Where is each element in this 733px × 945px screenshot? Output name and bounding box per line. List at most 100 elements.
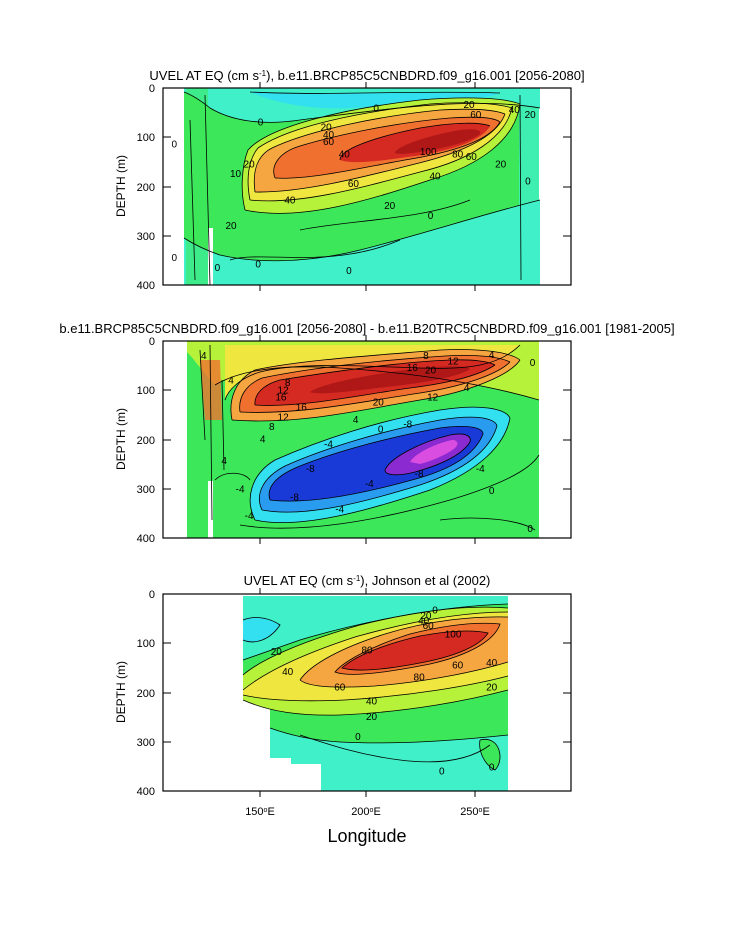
- contour-label: 0: [172, 140, 178, 151]
- y-axis-label: DEPTH (m): [114, 408, 128, 470]
- contour-label: 0: [355, 732, 361, 743]
- contour-label: 4: [201, 351, 207, 362]
- contour-label: 0: [489, 762, 495, 773]
- contour-label: 0: [378, 425, 384, 436]
- band-100-plus: [342, 631, 488, 671]
- xtick-label: 200oE: [351, 806, 381, 818]
- contour-label: 0: [525, 177, 531, 188]
- contour-label: 8: [269, 422, 275, 433]
- contour-label: 40: [323, 130, 335, 141]
- contour-label: 10: [230, 169, 242, 180]
- contour-label: 80: [414, 673, 426, 684]
- contour-label: 12: [448, 357, 460, 368]
- contour-label: 16: [296, 403, 308, 414]
- y-axis-label: DEPTH (m): [114, 661, 128, 723]
- contour-lines: [183, 91, 541, 285]
- contour-label: 20: [373, 398, 385, 409]
- contour-label: 12: [278, 385, 290, 396]
- contour-label: 4: [353, 415, 359, 426]
- xtick-label: 250oE: [460, 806, 490, 818]
- contour-label: 0: [346, 266, 352, 277]
- contour-label: 0: [172, 253, 178, 264]
- panel-difference: b.e11.BRCP85C5CNBDRD.f09_g16.001 [2056-2…: [59, 321, 674, 545]
- contour-label: 0: [489, 486, 495, 497]
- contour-label: 60: [348, 179, 360, 190]
- contour-label: 20: [225, 221, 237, 232]
- band-neg-west: [270, 480, 288, 491]
- contour-label: -4: [476, 464, 485, 475]
- ytick-label: 300: [137, 231, 155, 243]
- contour-label: 60: [334, 683, 346, 694]
- contour-label: 4: [221, 456, 227, 467]
- ytick-label: 100: [137, 132, 155, 144]
- ytick-label: 200: [137, 182, 155, 194]
- contour-label: 40: [486, 658, 498, 669]
- panel-title: UVEL AT EQ (cm s-1), Johnson et al (2002…: [244, 573, 491, 588]
- contour-label: -8: [415, 469, 424, 480]
- contour-label: -4: [335, 504, 344, 515]
- contour-label: 0: [432, 605, 438, 616]
- contour-label: 12: [427, 393, 439, 404]
- band-east-patch: [479, 739, 500, 770]
- western-strip: [186, 88, 208, 285]
- contour-label: 40: [284, 195, 296, 206]
- band-neg-min: [410, 440, 458, 464]
- contour-label: 20: [366, 712, 378, 723]
- contour-label: 0: [255, 259, 261, 270]
- ytick-label: 300: [137, 484, 155, 496]
- band-core: [395, 129, 481, 154]
- contour-label: 0: [215, 263, 221, 274]
- contour-label: 40: [509, 105, 521, 116]
- x-axis-label: Longitude: [327, 826, 406, 846]
- contour-label: -4: [245, 511, 254, 522]
- contour-label: 20: [384, 201, 396, 212]
- contour-label: 60: [466, 152, 478, 163]
- contour-label: 20: [244, 159, 256, 170]
- y-axis: 0 100 200 300 400 DEPTH (m): [114, 82, 571, 292]
- panel-future-uvel: UVEL AT EQ (cm s-1), b.e11.BRCP85C5CNBDR…: [114, 68, 585, 292]
- band-positive-core: [310, 366, 470, 394]
- contour-label: -4: [324, 439, 333, 450]
- ytick-label: 0: [149, 83, 155, 95]
- contour-label: 100: [420, 147, 437, 158]
- contour-label: 0: [530, 358, 536, 369]
- contour-label: 100: [445, 629, 462, 640]
- contour-label: 20: [525, 110, 537, 121]
- contour-label: 40: [429, 172, 441, 183]
- contour-label: -8: [290, 493, 299, 504]
- ytick-label: 400: [137, 533, 155, 545]
- band-cyan-west: [243, 617, 280, 642]
- contour-label: 0: [428, 211, 434, 222]
- contour-label: -4: [236, 485, 245, 496]
- contour-label: 0: [373, 104, 379, 115]
- ytick-label: 100: [137, 385, 155, 397]
- ytick-label: 0: [149, 336, 155, 348]
- ytick-label: 200: [137, 435, 155, 447]
- xtick-label: 150oE: [245, 806, 275, 818]
- contour-label: 60: [423, 621, 435, 632]
- eastern-strip: [519, 88, 539, 285]
- contour-label: 80: [361, 646, 373, 657]
- contour-label: 12: [278, 412, 290, 423]
- panel-observed-uvel: UVEL AT EQ (cm s-1), Johnson et al (2002…: [114, 573, 572, 846]
- contour-label: -4: [365, 479, 374, 490]
- contour-label: 8: [423, 351, 429, 362]
- ytick-label: 300: [137, 737, 155, 749]
- band-cyan-core: [250, 92, 500, 109]
- ytick-label: 400: [137, 786, 155, 798]
- band-cyan-deep: [184, 200, 540, 285]
- contour-label: 20: [420, 611, 432, 622]
- contour-label: -8: [403, 420, 412, 431]
- contour-label: 0: [258, 118, 264, 129]
- contour-label: 20: [495, 159, 507, 170]
- y-axis-label: DEPTH (m): [114, 155, 128, 217]
- contour-label: 16: [275, 393, 287, 404]
- contour-label: 60: [323, 137, 335, 148]
- ytick-label: 100: [137, 638, 155, 650]
- ytick-label: 0: [149, 589, 155, 601]
- contour-label: 40: [282, 667, 294, 678]
